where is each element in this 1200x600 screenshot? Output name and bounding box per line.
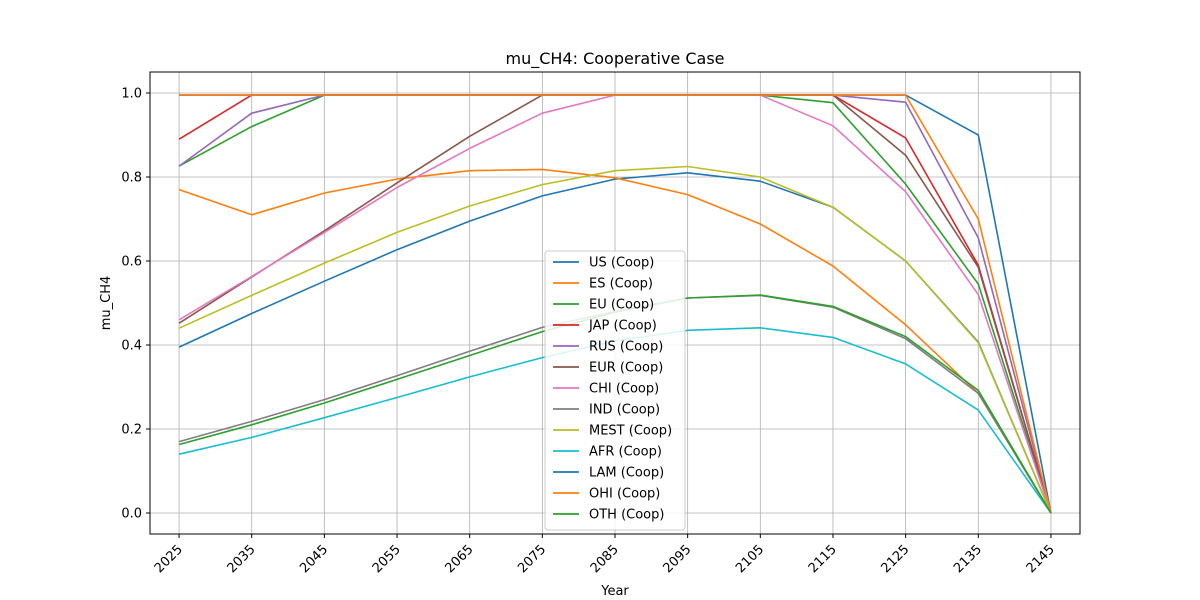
- y-tick-label: 0.8: [121, 171, 142, 186]
- legend-label: EUR (Coop): [589, 361, 663, 376]
- legend-label: ES (Coop): [589, 277, 653, 292]
- series-lines: [178, 94, 1052, 514]
- legend-label: EU (Coop): [589, 298, 654, 313]
- legend-label: US (Coop): [589, 256, 654, 271]
- legend-label: JAP (Coop): [588, 319, 657, 334]
- legend-box: [544, 250, 686, 531]
- legend-label: RUS (Coop): [589, 340, 663, 355]
- series-line-8: [178, 165, 1052, 514]
- series-line-1: [178, 168, 1052, 514]
- legend-label: OTH (Coop): [589, 508, 664, 523]
- y-tick-label: 0.2: [121, 423, 142, 438]
- y-axis-label: mu_CH4: [99, 276, 114, 331]
- x-axis-label: Year: [600, 584, 629, 599]
- legend: US (Coop) ES (Coop) EU (Coop) JAP (Coop) RUS…: [544, 250, 686, 531]
- y-tick-label: 0.4: [121, 339, 142, 354]
- y-tick-label: 1.0: [121, 87, 142, 102]
- chart-title: mu_CH4: Cooperative Case: [506, 49, 725, 69]
- legend-label: IND (Coop): [589, 403, 660, 418]
- y-tick-label: 0.0: [121, 507, 142, 522]
- legend-label: OHI (Coop): [589, 487, 660, 502]
- series-line-11: [179, 94, 1052, 514]
- legend-label: AFR (Coop): [589, 445, 662, 460]
- y-tick-label: 0.6: [121, 255, 142, 270]
- legend-label: LAM (Coop): [589, 466, 664, 481]
- legend-label: MEST (Coop): [589, 424, 672, 439]
- legend-label: CHI (Coop): [589, 382, 659, 397]
